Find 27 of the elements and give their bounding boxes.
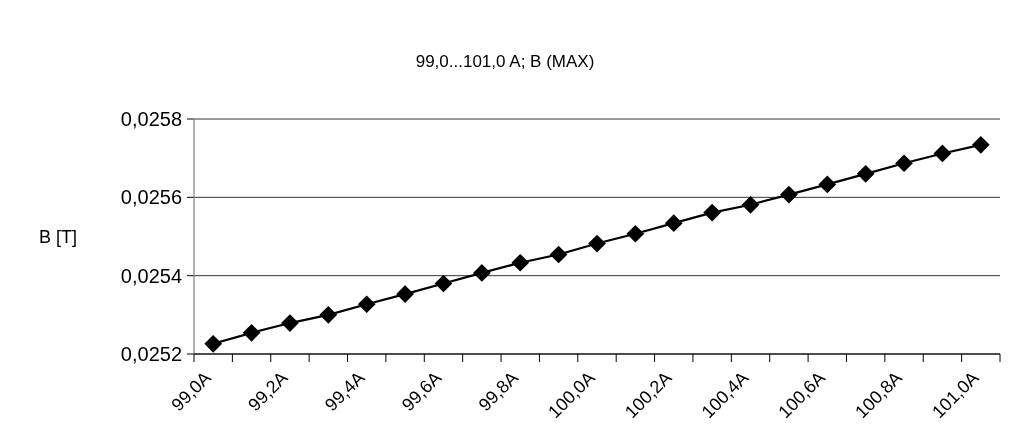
point: [396, 285, 414, 303]
point: [818, 175, 837, 194]
point: [357, 295, 376, 314]
y-tick-label: 0,0258: [120, 108, 182, 130]
point: [780, 185, 798, 204]
point: [588, 234, 606, 253]
point: [473, 264, 491, 282]
point: [971, 135, 990, 154]
point: [664, 214, 683, 233]
point: [281, 314, 299, 332]
y-tick-label: 0,0256: [120, 186, 182, 209]
point: [319, 305, 338, 324]
chart-title: 99,0...101,0 A; B (MAX): [415, 52, 595, 71]
point: [242, 323, 261, 342]
point: [626, 224, 645, 243]
point: [895, 154, 913, 173]
point: [856, 164, 875, 183]
point: [741, 195, 760, 214]
y-tick-label: 0,0252: [120, 343, 182, 365]
y-tick-label: 0,0254: [120, 264, 182, 287]
y-axis-title: B [T]: [38, 227, 78, 247]
point: [703, 203, 721, 222]
point: [933, 144, 952, 163]
point: [549, 245, 568, 264]
point: [511, 253, 530, 272]
point: [204, 334, 223, 353]
point: [434, 274, 453, 293]
